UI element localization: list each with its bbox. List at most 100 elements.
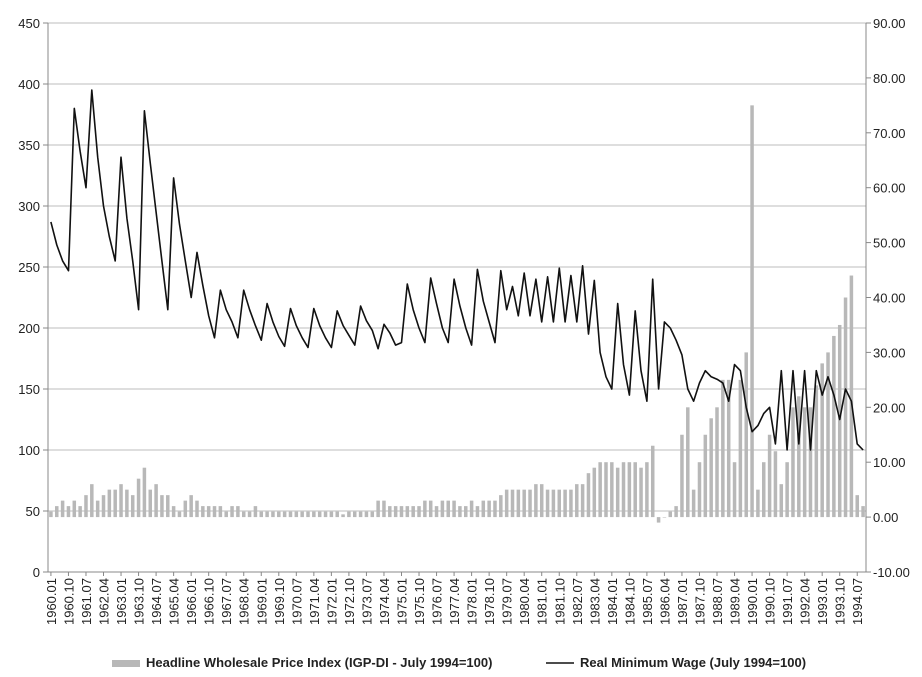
x-tick-label: 1962.04	[97, 578, 112, 625]
bar	[680, 434, 684, 518]
bar	[452, 500, 456, 518]
bar	[125, 489, 129, 518]
bar	[382, 500, 386, 518]
bar	[288, 511, 293, 518]
bar	[160, 495, 164, 518]
x-tick-label: 1984.01	[605, 578, 620, 625]
x-tick-label: 1979.07	[500, 578, 515, 625]
bar	[189, 495, 193, 518]
bar	[113, 489, 117, 518]
bar	[393, 506, 398, 518]
bar	[610, 462, 614, 518]
bar	[580, 484, 585, 518]
y2-tick-label: -10.00	[873, 565, 910, 580]
bar	[177, 511, 182, 518]
y2-tick-label: 70.00	[873, 126, 906, 141]
bar	[855, 495, 859, 518]
bar	[388, 506, 392, 518]
bar	[615, 467, 620, 518]
legend-label: Headline Wholesale Price Index (IGP-DI -…	[146, 655, 492, 670]
bar	[265, 511, 269, 518]
x-tick-label: 1990.10	[763, 578, 778, 625]
bar	[732, 462, 737, 518]
bar	[253, 506, 258, 518]
bar	[166, 495, 170, 518]
bar	[224, 511, 228, 518]
bar	[347, 511, 351, 518]
bar	[352, 511, 357, 518]
x-tick-label: 1960.10	[61, 578, 76, 625]
x-tick-label: 1973.07	[359, 578, 374, 625]
bar	[282, 511, 287, 518]
x-tick-label: 1984.10	[622, 578, 637, 625]
bar	[598, 462, 602, 518]
x-tick-label: 1963.01	[114, 578, 129, 625]
x-tick-label: 1986.04	[657, 578, 672, 625]
bar	[154, 484, 158, 518]
y-tick-label: 450	[18, 16, 40, 31]
bar	[136, 478, 141, 518]
bar	[323, 511, 328, 518]
x-tick-label: 1965.04	[167, 578, 182, 625]
bar	[686, 407, 690, 518]
x-tick-label: 1987.01	[675, 578, 690, 625]
y2-tick-label: 80.00	[873, 71, 906, 86]
y-tick-label: 300	[18, 199, 40, 214]
x-tick-label: 1968.04	[237, 578, 252, 625]
bar	[399, 506, 404, 518]
x-tick-label: 1980.04	[517, 578, 532, 625]
bar	[423, 500, 427, 518]
bar	[55, 506, 59, 518]
y-tick-label: 350	[18, 138, 40, 153]
bar	[750, 105, 754, 518]
bar	[738, 379, 743, 518]
y2-tick-label: 20.00	[873, 400, 906, 415]
bar	[481, 500, 486, 518]
y-tick-label: 50	[26, 504, 40, 519]
bar	[475, 506, 480, 518]
bar	[294, 511, 299, 518]
x-tick-label: 1988.07	[710, 578, 725, 625]
x-tick-label: 1967.07	[219, 578, 234, 625]
bar	[691, 489, 696, 518]
bar	[744, 352, 748, 518]
bar	[358, 511, 363, 518]
bar	[545, 489, 550, 518]
bar	[411, 506, 415, 518]
x-tick-label: 1991.07	[780, 578, 795, 625]
bar	[504, 489, 509, 518]
y-tick-label: 200	[18, 321, 40, 336]
bar	[341, 514, 345, 518]
bar	[218, 506, 223, 518]
bar	[849, 275, 854, 518]
bar	[230, 506, 234, 518]
bar	[405, 506, 410, 518]
y2-tick-label: 40.00	[873, 291, 906, 306]
bar	[791, 407, 795, 518]
bar	[417, 506, 421, 518]
bar	[569, 489, 573, 518]
bar	[241, 511, 246, 518]
x-tick-label: 1981.10	[552, 578, 567, 625]
bar	[271, 511, 275, 518]
bar	[767, 434, 772, 518]
bar	[650, 445, 655, 518]
x-tick-label: 1975.10	[412, 578, 427, 625]
y2-tick-label: 10.00	[873, 455, 906, 470]
bar	[60, 500, 65, 518]
bar	[206, 506, 211, 518]
bar	[639, 467, 643, 518]
bar	[90, 484, 94, 518]
bar	[49, 511, 53, 518]
bar	[370, 511, 375, 518]
bar	[563, 489, 567, 518]
bar	[107, 489, 112, 518]
bar	[645, 462, 649, 518]
bar	[148, 489, 153, 518]
x-tick-label: 1993.01	[815, 578, 830, 625]
bar	[861, 506, 865, 518]
bar	[493, 500, 497, 518]
bar	[534, 484, 538, 518]
bar	[201, 506, 205, 518]
